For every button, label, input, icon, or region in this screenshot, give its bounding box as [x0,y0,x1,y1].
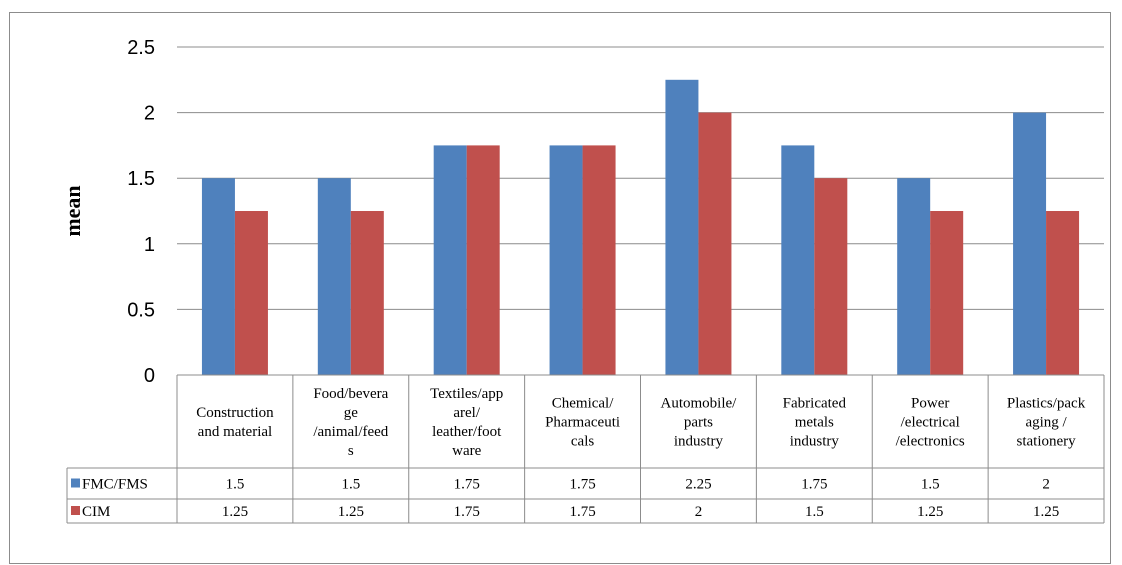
table-value: 1.25 [1033,504,1059,520]
y-tick-label: 2 [144,103,155,125]
bar-cim [582,145,616,375]
category-label-line: aging / [1025,415,1067,431]
table-value: 1.75 [801,477,827,493]
bar-cim [466,145,500,375]
bar-cim [234,211,268,375]
category-label: Power/electrical/electronics [896,396,965,450]
y-tick-label: 0 [144,365,155,387]
table-value: 1.5 [226,477,245,493]
legend-label: CIM [82,504,110,520]
category-label-line: /electronics [896,434,965,450]
category-label: Chemical/Pharmaceuti cals [545,396,620,450]
category-label-line: ge [344,405,359,421]
table-value: 1.25 [222,504,248,520]
y-tick-label: 1 [144,234,155,256]
category-label: Fabricated metals industry [783,396,847,450]
category-label-line: cals [571,434,594,450]
category-label-line: Food/bevera [313,386,388,402]
bar-fmc-fms [665,79,699,376]
bar-cim [814,178,848,375]
bar-fmc-fms [781,145,815,375]
category-label: Food/bevera ge/animal/feed s [313,386,388,459]
category-label-line: metals [795,415,834,431]
category-label-line: Construction [196,405,274,421]
category-label-line: Fabricated [783,396,847,412]
table-value: 1.75 [454,477,480,493]
category-label-line: industry [674,434,724,450]
category-label-line: Plastics/pack [1007,396,1086,412]
bar-fmc-fms [549,145,583,375]
category-label: Automobile/parts industry [661,396,738,450]
bar-fmc-fms [433,145,467,375]
category-label-line: ware [452,443,481,459]
bar-cim [1046,211,1080,375]
category-label-line: stationery [1016,434,1076,450]
y-axis-title: mean [60,185,85,236]
category-label-line: leather/foot [432,424,502,440]
legend-key [71,506,80,515]
table-value: 1.75 [569,477,595,493]
category-label: Construction and material [196,405,274,440]
chart-frame: 0 0.5 1 1.5 2 2.5 mean Construction and material… [9,12,1111,564]
y-tick-label: 0.5 [127,299,155,321]
bar-chart: 0 0.5 1 1.5 2 2.5 mean Construction and material… [60,37,1105,524]
table-value: 1.75 [569,504,595,520]
category-label-line: industry [790,434,840,450]
category-label-line: Automobile/ [661,396,738,412]
category-label-line: Power [911,396,949,412]
bar-fmc-fms [201,178,235,375]
bar-fmc-fms [317,178,351,375]
category-label-line: and material [198,424,273,440]
category-label-line: Chemical/ [552,396,614,412]
legend-label: FMC/FMS [82,477,148,493]
table-value: 2.25 [685,477,711,493]
table-value: 1.75 [454,504,480,520]
bar-fmc-fms [897,178,931,375]
y-tick-label: 2.5 [127,37,155,59]
category-label-line: s [348,443,354,459]
bar-cim [930,211,964,375]
table-value: 1.5 [805,504,824,520]
category-label-line: /electrical [901,415,960,431]
table-value: 1.25 [338,504,364,520]
category-label-line: /animal/feed [313,424,388,440]
category-label-line: Pharmaceuti [545,415,620,431]
bar-fmc-fms [1013,112,1047,375]
table-value: 1.25 [917,504,943,520]
table-value: 1.5 [921,477,940,493]
y-tick-label: 1.5 [127,168,155,190]
category-label-line: parts [684,415,713,431]
legend-key [71,478,80,488]
table-value: 2 [695,504,703,520]
bar-cim [350,211,384,375]
bar-cim [698,112,732,375]
category-label: Plastics/pack aging / stationery [1007,396,1086,450]
table-value: 1.5 [341,477,360,493]
category-label-line: Textiles/app [430,386,503,402]
category-label-line: arel/ [453,405,480,421]
table-value: 2 [1042,477,1050,493]
category-label: Textiles/app arel/leather/foot ware [430,386,503,459]
